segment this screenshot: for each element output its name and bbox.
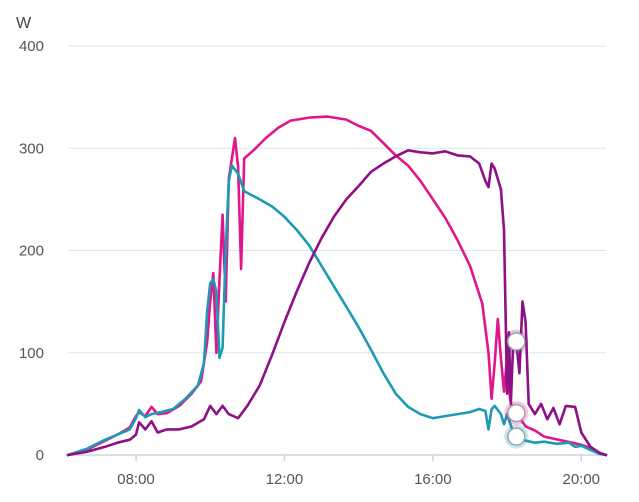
y-tick-label: 100 xyxy=(19,345,44,362)
x-tick-label: 16:00 xyxy=(414,471,452,488)
x-tick-label: 08:00 xyxy=(117,471,155,488)
y-tick-label: 0 xyxy=(36,447,44,464)
x-tick-label: 12:00 xyxy=(266,471,304,488)
y-tick-label: 300 xyxy=(19,140,44,157)
x-tick-labels: 08:00 12:00 16:00 20:00 xyxy=(117,471,600,488)
data-point-marker-2[interactable] xyxy=(507,427,526,446)
y-axis-unit-label: W xyxy=(16,15,32,32)
data-point-marker-1[interactable] xyxy=(507,403,526,423)
x-tick-label: 20:00 xyxy=(562,471,600,488)
y-tick-labels: 0 100 200 300 400 xyxy=(19,38,44,464)
hover-markers[interactable] xyxy=(504,329,529,449)
series-line-1 xyxy=(66,115,608,457)
axes xyxy=(68,454,606,461)
y-tick-label: 200 xyxy=(19,243,44,260)
series-lines xyxy=(66,115,608,457)
grid-lines xyxy=(68,45,606,354)
series-line-3 xyxy=(66,149,608,457)
data-point-marker-3[interactable] xyxy=(507,332,526,351)
y-tick-label: 400 xyxy=(19,38,44,55)
